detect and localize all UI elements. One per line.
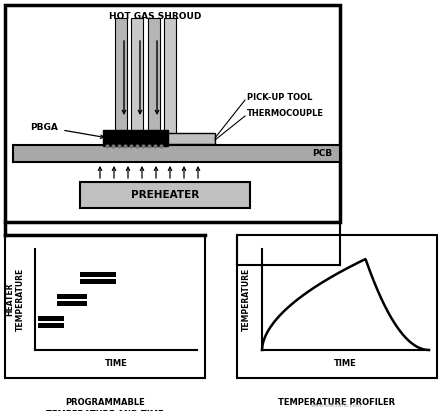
Bar [57,301,87,306]
Bar [164,18,176,140]
Text: PREHEATER: PREHEATER [131,190,199,200]
Bar [5,235,205,378]
Text: PICK-UP TOOL: PICK-UP TOOL [247,92,312,102]
Bar [148,18,160,140]
Text: www.elecfans.com: www.elecfans.com [311,403,363,408]
Bar [145,133,215,144]
Bar [38,323,64,328]
Bar [13,145,340,162]
Bar [80,272,116,277]
Text: PBGA: PBGA [30,123,58,132]
Text: PROGRAMMABLE
TEMPERATURE AND TIME
SETTINGS: PROGRAMMABLE TEMPERATURE AND TIME SETTIN… [46,398,164,411]
Bar [80,279,116,284]
Text: TEMPERATURE: TEMPERATURE [242,268,250,331]
Text: TIME: TIME [105,360,127,369]
Text: TEMPERATURE PROFILER: TEMPERATURE PROFILER [278,398,396,407]
Bar [57,294,87,299]
Text: HEATER
TEMPERATURE: HEATER TEMPERATURE [5,268,25,331]
Bar [115,18,127,140]
Text: THERMOCOUPLE: THERMOCOUPLE [247,109,324,118]
Text: TIME: TIME [334,360,357,369]
Bar [237,235,437,378]
Bar [103,130,168,146]
Text: PCB: PCB [312,149,332,158]
Bar [5,5,340,222]
Bar [38,316,64,321]
Text: HOT GAS SHROUD: HOT GAS SHROUD [109,12,201,21]
Bar [80,182,250,208]
Bar [131,18,143,140]
